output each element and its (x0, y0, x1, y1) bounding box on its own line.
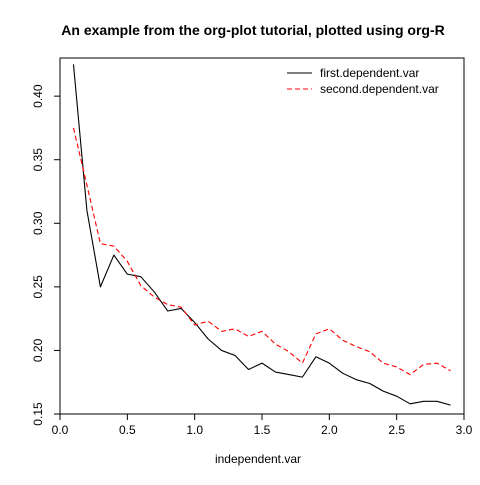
x-axis-label: independent.var (215, 452, 301, 466)
y-tick-label: 0.25 (31, 275, 45, 299)
y-axis: 0.15 0.20 0.25 0.30 0.35 0.40 (31, 84, 60, 426)
x-tick-label: 2.5 (388, 423, 405, 437)
series-line-1 (72, 64, 451, 406)
x-tick-label: 3.0 (456, 423, 473, 437)
x-tick-label: 1.5 (254, 423, 271, 437)
chart-title: An example from the org-plot tutorial, p… (61, 22, 444, 38)
y-tick-label: 0.30 (31, 211, 45, 235)
x-tick-label: 0.0 (52, 423, 69, 437)
y-tick-label: 0.40 (31, 84, 45, 108)
y-tick-label: 0.20 (31, 338, 45, 362)
x-tick-label: 0.5 (119, 423, 136, 437)
series-line-2 (72, 127, 451, 376)
y-tick-label: 0.35 (31, 148, 45, 172)
x-axis: 0.0 0.5 1.0 1.5 2.0 2.5 3.0 (52, 414, 473, 437)
legend: first.dependent.var second.dependent.var (287, 66, 439, 96)
y-tick-label: 0.15 (31, 402, 45, 426)
legend-label-1: first.dependent.var (320, 66, 419, 80)
x-tick-label: 1.0 (186, 423, 203, 437)
series-layer (72, 64, 451, 406)
x-tick-label: 2.0 (321, 423, 338, 437)
legend-label-2: second.dependent.var (320, 82, 439, 96)
